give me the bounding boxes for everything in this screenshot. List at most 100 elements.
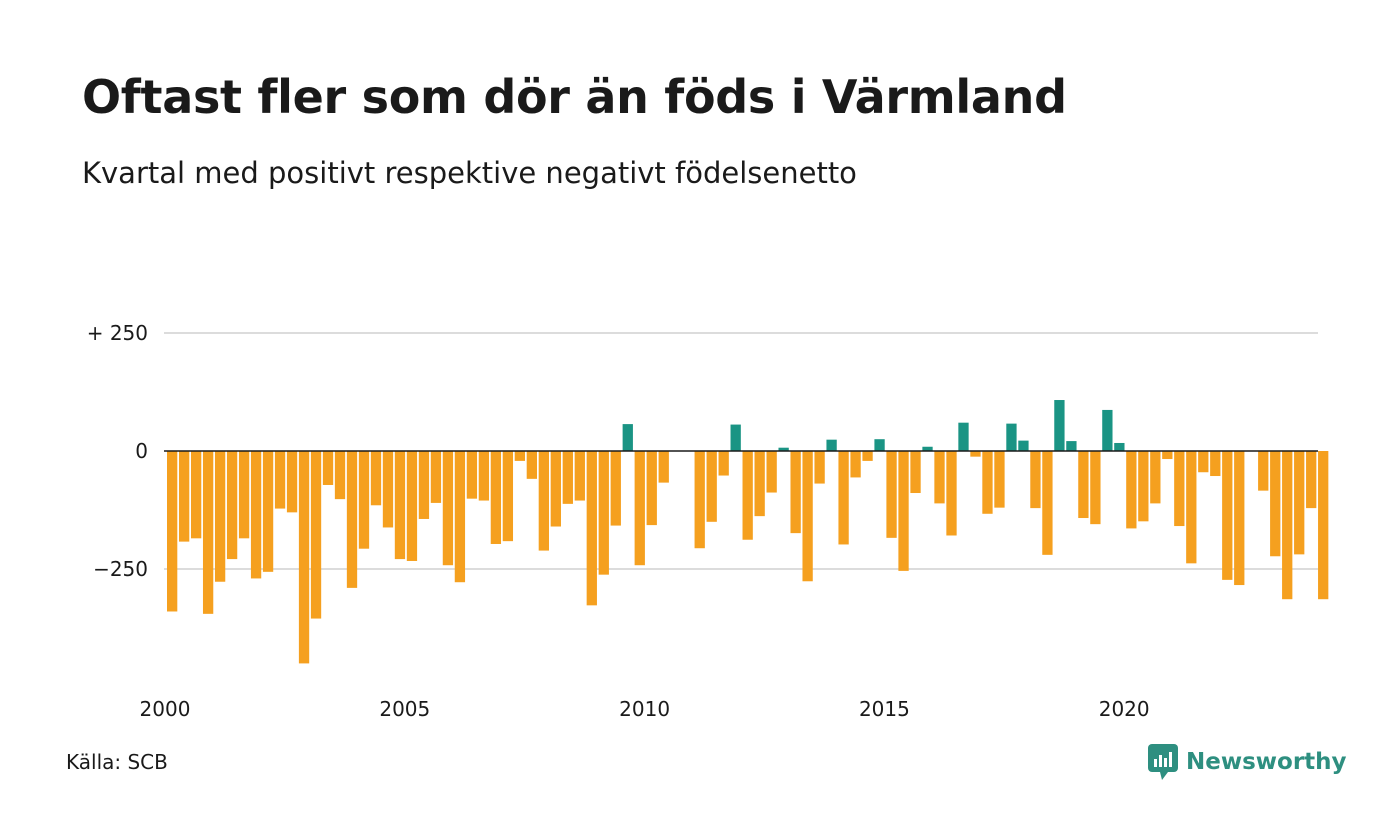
bar-negative xyxy=(430,451,442,503)
bar-negative xyxy=(718,451,729,476)
bar-negative xyxy=(538,451,549,551)
bars xyxy=(167,400,1329,664)
source-label: Källa: SCB xyxy=(66,750,168,774)
bar-negative xyxy=(646,451,657,526)
bar-positive xyxy=(1006,423,1017,451)
bar-negative xyxy=(514,451,526,461)
x-tick-label: 2000 xyxy=(140,697,191,721)
bar-negative xyxy=(454,451,466,583)
bar-positive xyxy=(622,424,633,451)
bar-negative xyxy=(442,451,454,566)
bar-negative xyxy=(214,451,226,582)
bar-negative xyxy=(346,451,358,588)
bar-negative xyxy=(814,451,825,484)
bar-negative xyxy=(910,451,921,494)
bar-negative xyxy=(394,451,406,560)
bar-negative xyxy=(742,451,753,540)
bar-negative xyxy=(1198,451,1209,473)
bar-negative xyxy=(1030,451,1041,509)
bar-negative xyxy=(1222,451,1233,580)
bar-positive xyxy=(922,446,933,451)
bar-negative xyxy=(1174,451,1185,527)
x-tick-label: 2005 xyxy=(379,697,430,721)
bar-negative xyxy=(886,451,897,538)
bar-negative xyxy=(490,451,502,544)
bar-negative xyxy=(574,451,585,501)
bar-positive xyxy=(778,447,789,451)
bar-negative xyxy=(1042,451,1053,555)
bar-negative xyxy=(406,451,418,561)
x-axis-labels: 2000 2005 2010 2015 2020 xyxy=(140,697,1150,721)
bar-negative xyxy=(178,451,190,542)
bar-negative xyxy=(550,451,561,527)
brand-name: Newsworthy xyxy=(1186,749,1347,775)
bar-negative xyxy=(610,451,621,526)
bar-positive xyxy=(874,439,885,451)
bar-negative xyxy=(1090,451,1101,525)
bar-negative xyxy=(994,451,1005,508)
bar-positive xyxy=(1054,400,1065,451)
bar-negative xyxy=(970,451,981,457)
bar-negative xyxy=(370,451,382,506)
bar-negative xyxy=(310,451,322,619)
bar-negative xyxy=(1234,451,1245,586)
bar-negative xyxy=(250,451,262,579)
bar-negative xyxy=(898,451,909,571)
bar-negative xyxy=(790,451,801,534)
bar-negative xyxy=(598,451,609,575)
bar-negative xyxy=(1150,451,1161,504)
bar-negative xyxy=(466,451,478,499)
bar-negative xyxy=(1270,451,1281,557)
bar-negative xyxy=(1258,451,1269,491)
y-tick-label: 0 xyxy=(135,439,148,463)
bar-negative xyxy=(1306,451,1317,509)
bar-negative xyxy=(934,451,945,504)
bar-negative xyxy=(202,451,214,614)
bar-positive xyxy=(730,424,741,451)
bar-negative xyxy=(478,451,490,501)
bar-negative xyxy=(658,451,669,483)
bar-negative xyxy=(1162,451,1173,460)
bar-negative xyxy=(586,451,597,606)
newsworthy-logo[interactable]: Newsworthy xyxy=(1148,744,1347,780)
y-axis-labels: + 250 0 −250 xyxy=(87,321,148,581)
chart-title: Oftast fler som dör än föds i Värmland xyxy=(82,70,1067,124)
bar-positive xyxy=(958,422,969,451)
bar-negative xyxy=(286,451,298,513)
x-tick-label: 2010 xyxy=(619,697,670,721)
y-tick-label: + 250 xyxy=(87,321,148,345)
bar-negative xyxy=(190,451,202,539)
bar-negative xyxy=(766,451,777,493)
bar-positive xyxy=(1018,440,1029,451)
bar-negative xyxy=(334,451,346,500)
bar-negative xyxy=(322,451,334,485)
chart-subtitle: Kvartal med positivt respektive negativt… xyxy=(82,156,857,190)
bar-negative xyxy=(238,451,250,539)
bar-negative xyxy=(1126,451,1137,529)
bar-positive xyxy=(1114,442,1125,451)
bar-negative xyxy=(1318,451,1329,600)
bar-negative xyxy=(526,451,537,479)
bar-negative xyxy=(862,451,873,461)
bar-positive xyxy=(1066,441,1077,451)
bar-negative xyxy=(226,451,238,560)
bar-negative xyxy=(167,451,178,612)
bar-negative xyxy=(982,451,993,514)
bar-negative xyxy=(1138,451,1149,522)
bar-negative xyxy=(262,451,274,572)
bar-negative xyxy=(358,451,370,549)
bar-negative xyxy=(1282,451,1293,600)
x-tick-label: 2015 xyxy=(859,697,910,721)
bar-negative xyxy=(946,451,957,536)
newsworthy-chart-bubble-icon xyxy=(1148,744,1178,780)
bar-negative xyxy=(562,451,573,504)
y-tick-label: −250 xyxy=(93,557,148,581)
bar-negative xyxy=(274,451,286,509)
bar-negative xyxy=(850,451,861,478)
bar-negative xyxy=(298,451,310,664)
bar-negative xyxy=(1078,451,1089,519)
bar-positive xyxy=(1102,409,1113,451)
bar-negative xyxy=(1210,451,1221,477)
bar-negative xyxy=(754,451,765,517)
bar-negative xyxy=(694,451,705,549)
